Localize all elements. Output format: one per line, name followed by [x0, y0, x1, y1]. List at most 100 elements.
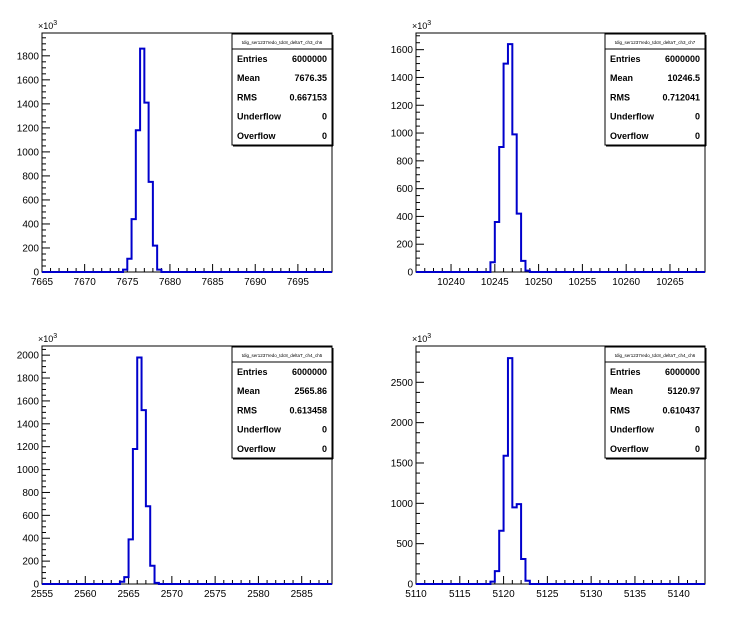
histogram-bin	[155, 583, 159, 584]
histogram-bin	[490, 582, 494, 584]
y-tick-label: 2500	[391, 378, 414, 389]
histogram-line	[416, 357, 705, 585]
x-tick-label: 10265	[656, 277, 684, 288]
stats-box-shadow	[332, 35, 334, 146]
histogram-bin	[127, 259, 131, 272]
y-tick-label: 1000	[17, 465, 40, 476]
histogram-bin	[521, 261, 525, 272]
stat-label-underflow: Underflow	[237, 425, 282, 435]
x-tick-label: 2555	[31, 589, 54, 600]
histogram-bin	[504, 64, 508, 272]
histogram-bin	[133, 449, 137, 584]
y-tick-label: 200	[396, 240, 413, 251]
stat-value-underflow: 0	[322, 425, 327, 435]
stat-label-overflow: Overflow	[610, 131, 650, 141]
y-tick-label: 1600	[391, 45, 414, 56]
y-tick-label: 1200	[17, 123, 40, 134]
y-tick-label: 600	[22, 195, 39, 206]
y-tick-label: 200	[22, 243, 39, 254]
stats-box: tdig_ser1237redo_tdc8_deltaT_ch4_ch5 Entr…	[231, 346, 334, 460]
x-tick-label: 5130	[580, 589, 603, 600]
stat-label-overflow: Overflow	[237, 131, 277, 141]
stats-box-shadow	[233, 145, 333, 147]
stat-label-entries: Entries	[610, 367, 641, 377]
y-tick-label: 1800	[17, 51, 40, 62]
y-tick-label: 500	[396, 539, 413, 550]
y-tick-label: 1200	[17, 442, 40, 453]
histogram-bin	[495, 222, 499, 272]
histogram-bin	[508, 44, 512, 272]
y-tick-label: 800	[396, 156, 413, 167]
x-tick-label: 5125	[536, 589, 559, 600]
y-tick-label: 0	[407, 268, 413, 279]
y-tick-label: 1500	[391, 458, 414, 469]
histogram-bin	[525, 271, 529, 272]
histogram-bin	[150, 566, 154, 584]
histogram-bin	[132, 219, 136, 272]
y-tick-label: 400	[22, 219, 39, 230]
stat-value-underflow: 0	[695, 425, 700, 435]
stats-box-frame	[604, 33, 706, 146]
histogram-bin	[153, 246, 157, 272]
stat-value-underflow: 0	[322, 112, 327, 122]
y-axis-exponent: ×103	[38, 333, 57, 344]
histogram-pad-2: 10240 10245 10250 10255 10260 10265 0 200 400 600…	[391, 20, 707, 288]
x-tick-label: 10245	[481, 277, 509, 288]
histogram-bin	[120, 582, 124, 584]
x-tick-label: 10250	[525, 277, 553, 288]
stat-value-entries: 6000000	[292, 54, 327, 64]
stats-box-shadow	[705, 348, 707, 459]
y-tick-label: 0	[407, 580, 413, 591]
y-tick-label: 1400	[391, 73, 414, 84]
stat-label-rms: RMS	[237, 405, 257, 415]
x-tick-label: 2575	[204, 589, 227, 600]
stats-box: tdig_ser1237redo_tdc8_deltaT_ch4_ch6 Entr…	[604, 346, 707, 460]
stat-label-overflow: Overflow	[237, 444, 277, 454]
stats-box-shadow	[332, 348, 334, 459]
stats-box-shadow	[606, 145, 706, 147]
stat-value-rms: 0.610437	[662, 405, 700, 415]
y-tick-label: 2000	[17, 351, 40, 362]
x-tick-label: 2585	[291, 589, 314, 600]
stats-box-frame	[604, 346, 706, 459]
y-tick-label: 1600	[17, 75, 40, 86]
histogram-line	[416, 43, 705, 273]
y-tick-label: 600	[396, 184, 413, 195]
histogram-name: tdig_ser1237redo_tdc8_deltaT_ch3_ch7	[615, 40, 696, 45]
x-tick-label: 2570	[161, 589, 184, 600]
y-tick-label: 1400	[17, 419, 40, 430]
stat-value-entries: 6000000	[665, 367, 700, 377]
x-tick-label: 7690	[244, 277, 267, 288]
histogram-bin	[521, 559, 525, 584]
y-tick-label: 200	[22, 557, 39, 568]
stat-value-underflow: 0	[695, 112, 700, 122]
histogram-name: tdig_ser1237redo_tdc8_deltaT_ch4_ch5	[242, 353, 323, 358]
x-tick-label: 10260	[612, 277, 640, 288]
y-tick-label: 800	[22, 171, 39, 182]
stats-box-shadow	[233, 458, 333, 460]
histogram-bin	[124, 577, 128, 584]
stat-label-overflow: Overflow	[610, 444, 650, 454]
y-tick-label: 800	[22, 488, 39, 499]
x-tick-label: 7695	[287, 277, 310, 288]
stat-value-overflow: 0	[322, 131, 327, 141]
histogram-bin	[495, 571, 499, 584]
y-tick-label: 1000	[17, 147, 40, 158]
stat-label-mean: Mean	[610, 386, 633, 396]
x-tick-label: 5115	[449, 589, 471, 600]
stat-label-underflow: Underflow	[610, 112, 655, 122]
stat-value-rms: 0.667153	[289, 92, 327, 102]
histogram-bin	[157, 270, 161, 272]
stats-box: tdig_ser1237redo_tdc8_deltaT_ch3_ch6 Entr…	[231, 33, 334, 147]
histogram-bin	[525, 581, 529, 584]
stat-label-rms: RMS	[610, 405, 630, 415]
x-tick-label: 10255	[568, 277, 596, 288]
y-tick-label: 1200	[391, 101, 414, 112]
stat-label-underflow: Underflow	[237, 112, 282, 122]
histogram-bin	[137, 357, 141, 584]
x-tick-label: 2560	[74, 589, 97, 600]
x-tick-label: 5135	[624, 589, 647, 600]
x-tick-label: 7670	[74, 277, 97, 288]
x-tick-label: 2580	[247, 589, 270, 600]
stat-label-mean: Mean	[237, 386, 260, 396]
